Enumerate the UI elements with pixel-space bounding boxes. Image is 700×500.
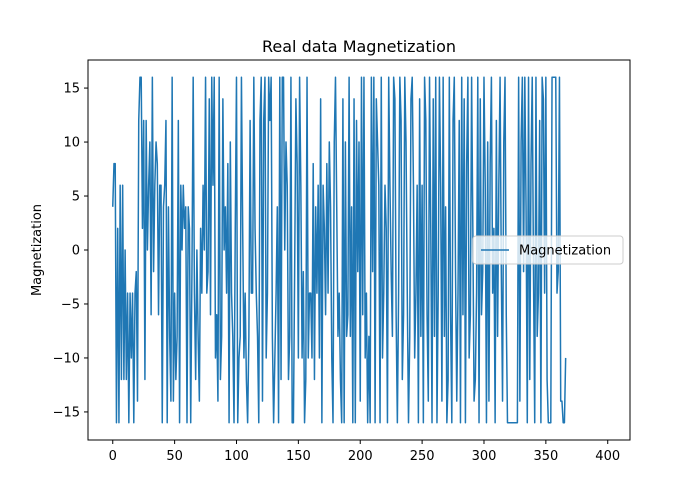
legend-label: Magnetization — [519, 244, 611, 259]
chart-title: Real data Magnetization — [262, 37, 456, 56]
axes: 0 50 100 150 200 250 300 350 400 −15 −10 −5 0 5 10 15 — [53, 59, 631, 464]
y-tick-label: 5 — [72, 190, 80, 205]
y-tick-label: −15 — [53, 405, 80, 420]
y-axis-label: Magnetization — [30, 204, 45, 296]
x-tick-label: 300 — [472, 449, 497, 464]
y-tick-label: 0 — [72, 244, 80, 259]
x-tick-label: 50 — [166, 449, 183, 464]
x-tick-label: 350 — [533, 449, 558, 464]
x-tick-label: 0 — [109, 449, 117, 464]
x-tick-label: 150 — [286, 449, 311, 464]
y-tick-label: 15 — [63, 82, 80, 97]
legend: Magnetization — [472, 235, 624, 265]
x-tick-label: 100 — [224, 449, 249, 464]
x-tick-label: 200 — [348, 449, 373, 464]
series-line-0 — [112, 76, 567, 424]
x-tick-label: 250 — [410, 449, 435, 464]
y-tick-label: −5 — [61, 297, 80, 312]
plot-area — [112, 76, 567, 424]
y-tick-label: −10 — [53, 351, 80, 366]
x-tick-label: 400 — [595, 449, 620, 464]
y-tick-label: 10 — [63, 136, 80, 151]
legend-box — [472, 235, 624, 265]
